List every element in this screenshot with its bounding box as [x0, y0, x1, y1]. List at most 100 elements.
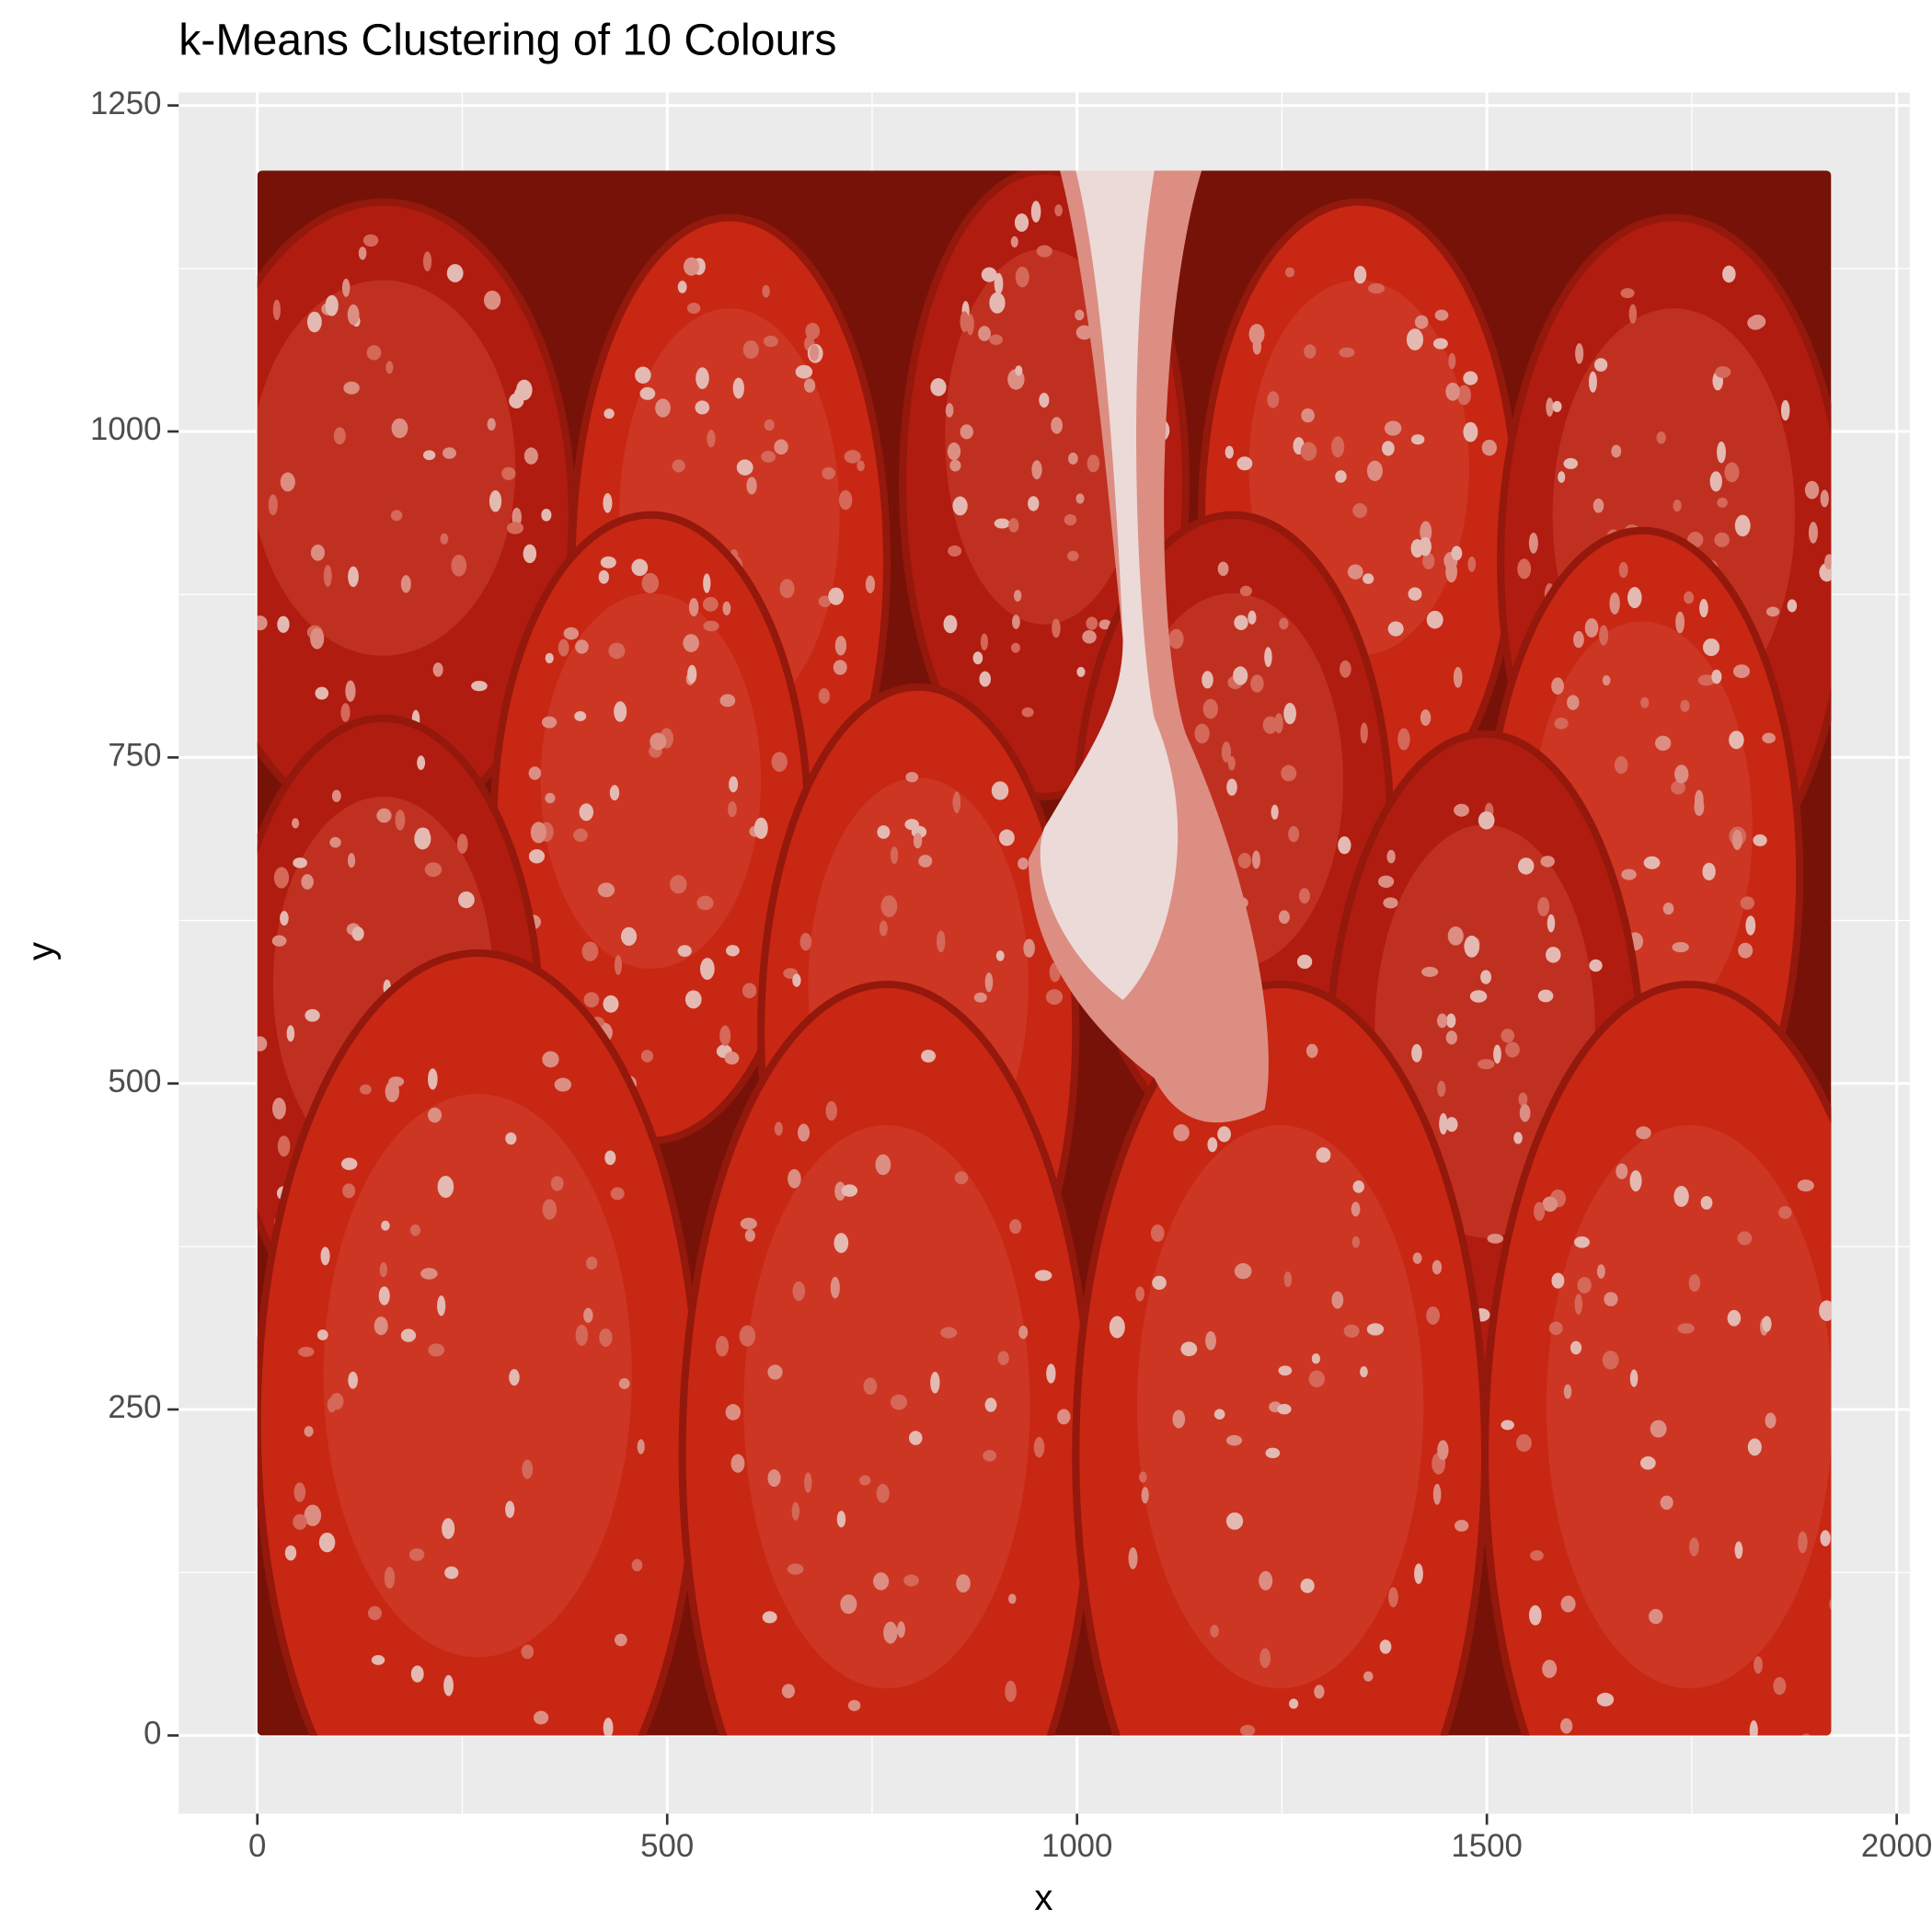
raster-texture — [1727, 1309, 1742, 1327]
raster-texture — [1820, 1530, 1831, 1547]
raster-texture — [528, 766, 542, 780]
raster-texture — [650, 732, 667, 751]
raster-texture — [918, 855, 933, 868]
raster-texture — [1360, 722, 1368, 744]
raster-texture — [1628, 304, 1638, 324]
raster-texture — [1397, 728, 1410, 751]
raster-texture — [702, 596, 719, 612]
raster-texture — [598, 569, 609, 584]
raster-texture — [1584, 617, 1599, 638]
raster-texture — [1740, 896, 1755, 910]
raster-texture — [1729, 730, 1744, 750]
raster-texture — [1040, 170, 1179, 1000]
raster-texture — [440, 533, 449, 545]
raster-texture — [1264, 647, 1272, 668]
raster-texture — [1054, 204, 1064, 217]
raster-texture — [1754, 1656, 1763, 1674]
raster-texture — [271, 935, 287, 947]
raster-texture — [1007, 1593, 1017, 1604]
raster-texture — [604, 408, 615, 420]
raster-texture — [859, 1475, 871, 1486]
raster-texture — [620, 926, 638, 946]
raster-texture — [451, 554, 467, 577]
raster-texture — [1528, 1604, 1542, 1626]
raster-texture — [1301, 408, 1315, 423]
raster-texture — [1150, 1224, 1165, 1242]
raster-texture — [1283, 1271, 1293, 1288]
raster-texture — [1338, 836, 1351, 855]
raster-texture — [742, 340, 759, 359]
raster-texture — [1010, 236, 1018, 248]
raster-texture — [1656, 431, 1666, 444]
raster-texture — [834, 1233, 849, 1253]
raster-texture — [348, 566, 359, 588]
raster-texture — [1051, 417, 1063, 434]
raster-texture — [420, 1268, 438, 1280]
raster-texture — [1680, 699, 1690, 712]
raster-texture — [715, 1336, 730, 1357]
raster-texture — [725, 1404, 742, 1420]
raster-texture — [1057, 1409, 1071, 1425]
raster-texture — [384, 1566, 396, 1589]
raster-texture — [833, 660, 847, 675]
raster-texture — [1172, 1409, 1186, 1429]
raster-texture — [1454, 803, 1469, 817]
raster-texture — [631, 558, 649, 577]
raster-texture — [683, 634, 699, 652]
raster-texture — [1684, 591, 1695, 604]
raster-texture — [890, 1394, 908, 1410]
raster-texture — [809, 344, 820, 362]
raster-texture — [1434, 309, 1449, 321]
raster-texture — [385, 361, 394, 374]
raster-texture — [1075, 325, 1093, 340]
raster-texture — [1068, 452, 1078, 465]
raster-texture — [1515, 1433, 1532, 1453]
raster-texture — [416, 827, 430, 839]
raster-texture — [640, 1050, 654, 1063]
raster-texture — [280, 472, 295, 492]
raster-texture — [1387, 621, 1404, 637]
raster-texture — [1560, 1595, 1576, 1613]
raster-texture — [787, 1563, 804, 1575]
raster-texture — [639, 386, 656, 400]
raster-texture — [427, 1107, 443, 1123]
raster-texture — [1700, 1196, 1713, 1210]
raster-texture — [763, 335, 778, 348]
raster-texture — [1412, 1252, 1422, 1264]
raster-texture — [603, 492, 613, 513]
raster-texture — [1738, 942, 1754, 959]
raster-texture — [1505, 1041, 1520, 1058]
raster-texture — [610, 1187, 625, 1201]
raster-texture — [1023, 938, 1035, 958]
raster-texture — [523, 544, 537, 564]
raster-texture — [522, 1459, 534, 1479]
raster-texture — [1554, 718, 1569, 730]
raster-texture — [286, 1025, 295, 1042]
raster-texture — [1797, 1179, 1814, 1192]
x-tick-label: 1000 — [1041, 1828, 1112, 1864]
raster-texture — [1351, 1202, 1361, 1217]
raster-texture — [1173, 1124, 1190, 1142]
raster-texture — [603, 1718, 614, 1736]
raster-texture — [792, 973, 801, 987]
raster-texture — [1593, 498, 1604, 513]
raster-texture — [1588, 371, 1597, 393]
raster-texture — [371, 1655, 385, 1665]
raster-texture — [1010, 642, 1020, 653]
raster-texture — [936, 930, 946, 953]
chart-title: k-Means Clustering of 10 Colours — [178, 16, 836, 65]
raster-texture — [722, 601, 731, 615]
raster-texture — [1709, 471, 1722, 492]
raster-texture — [1410, 434, 1425, 445]
raster-texture — [305, 1008, 320, 1022]
raster-texture — [1778, 1205, 1792, 1219]
raster-texture — [443, 1674, 454, 1696]
raster-texture — [1013, 590, 1022, 602]
raster-texture — [1602, 675, 1611, 686]
raster-texture — [1711, 669, 1722, 684]
raster-texture — [1432, 1483, 1442, 1505]
raster-texture — [1662, 903, 1674, 915]
raster-texture — [542, 1051, 559, 1068]
raster-texture — [1009, 1219, 1022, 1235]
raster-texture — [408, 1547, 425, 1561]
